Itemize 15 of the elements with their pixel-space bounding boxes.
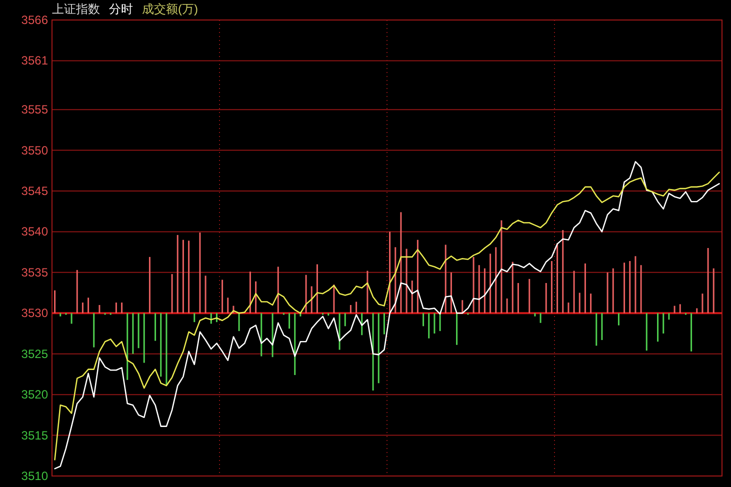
y-tick-label: 3566	[21, 13, 48, 27]
y-tick-label: 3510	[21, 469, 48, 483]
text: 成交额(万)	[142, 2, 198, 16]
y-tick-label: 3540	[21, 224, 48, 239]
chart-subtitle: 分时	[109, 2, 133, 16]
y-tick-label: 3561	[21, 54, 48, 68]
y-tick-label: 3535	[21, 265, 48, 280]
y-tick-label: 3550	[21, 143, 48, 158]
y-tick-label: 3545	[21, 184, 48, 198]
y-tick-label: 3515	[21, 428, 48, 442]
chart-title: 上证指数	[52, 2, 100, 16]
y-tick-label: 3555	[21, 102, 48, 117]
y-tick-label: 3530	[21, 306, 48, 320]
y-tick-label: 3525	[21, 346, 48, 361]
y-tick-label: 3520	[21, 388, 48, 402]
